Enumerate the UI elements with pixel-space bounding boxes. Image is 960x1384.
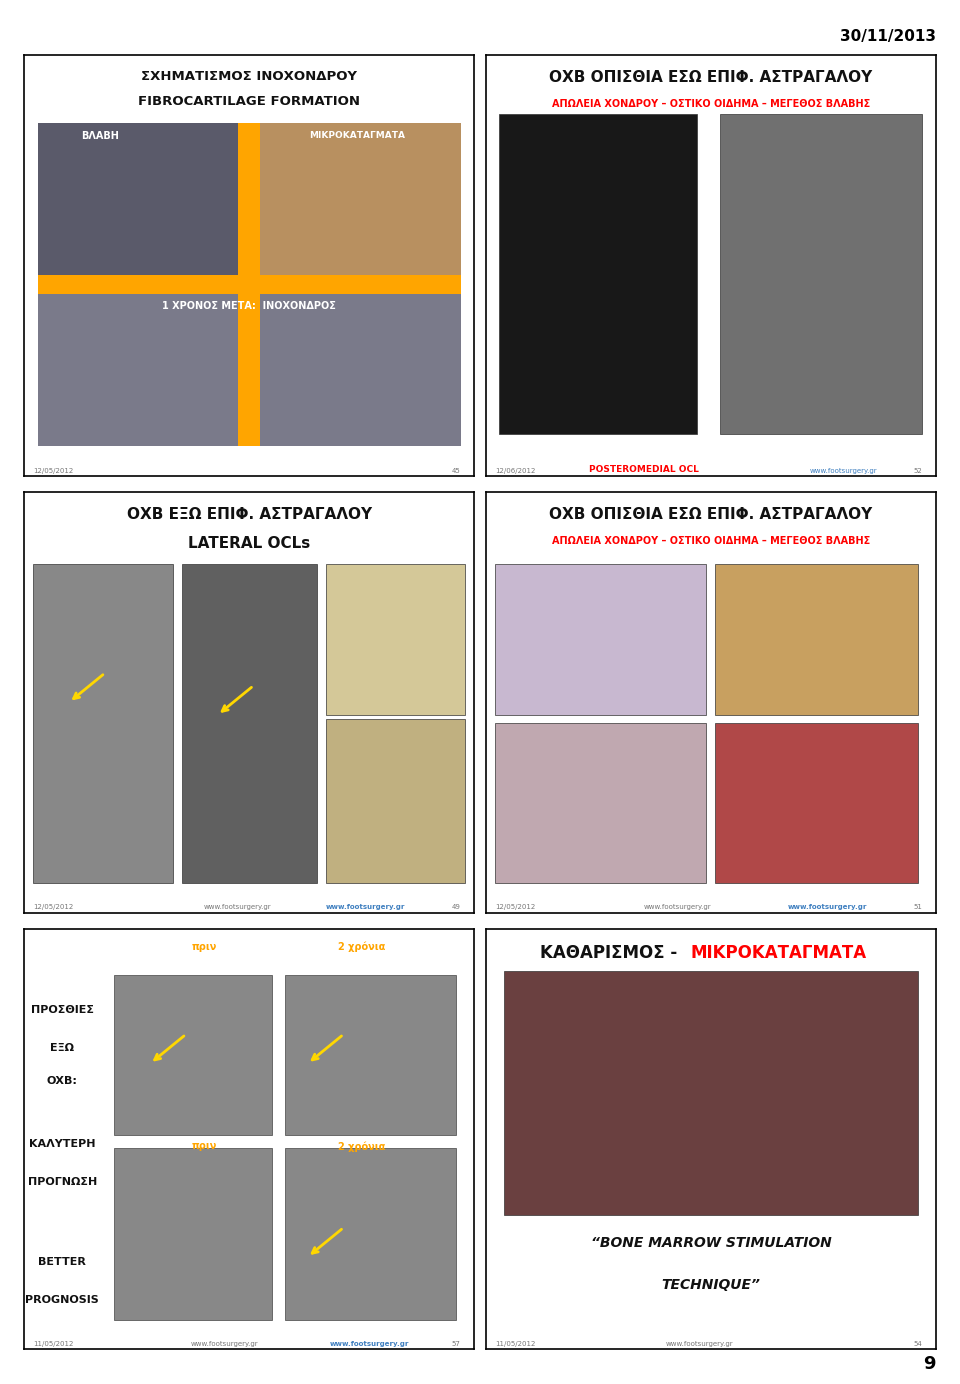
Text: 45: 45 — [452, 468, 461, 473]
Text: ΒΛΑΒΗ: ΒΛΑΒΗ — [82, 131, 119, 141]
Text: www.footsurgery.gr: www.footsurgery.gr — [787, 904, 867, 911]
Bar — [238, 123, 260, 446]
Bar — [114, 976, 272, 1135]
Text: www.footsurgery.gr: www.footsurgery.gr — [330, 1341, 410, 1347]
Text: ΜΙΚΡΟΚΑΤΑΓΜΑΤΑ: ΜΙΚΡΟΚΑΤΑΓΜΑΤΑ — [309, 131, 405, 140]
Text: ΑΠΩΛΕΙΑ ΧΟΝΔΡΟΥ – ΟΣΤΙΚΟ ΟΙΔΗΜΑ – ΜΕΓΕΘΟΣ ΒΛΑΒΗΣ: ΑΠΩΛΕΙΑ ΧΟΝΔΡΟΥ – ΟΣΤΙΚΟ ΟΙΔΗΜΑ – ΜΕΓΕΘΟ… — [552, 537, 870, 547]
Text: 12/05/2012: 12/05/2012 — [494, 904, 535, 911]
Text: 1 YEAR POSTOP: FIBROCARTILAGE: 1 YEAR POSTOP: FIBROCARTILAGE — [176, 465, 323, 473]
Text: www.footsurgery.gr: www.footsurgery.gr — [643, 904, 711, 911]
Bar — [504, 972, 918, 1215]
Bar — [253, 123, 461, 280]
Text: ΣΧΗΜΑΤΙΣΜΟΣ ΙΝΟΧΟΝΔΡΟΥ: ΣΧΗΜΑΤΙΣΜΟΣ ΙΝΟΧΟΝΔΡΟΥ — [141, 71, 357, 83]
Bar — [494, 563, 707, 716]
Bar — [37, 123, 245, 280]
Text: 54: 54 — [914, 1341, 923, 1347]
Text: πριν: πριν — [191, 941, 217, 952]
Text: πριν: πριν — [191, 1142, 217, 1151]
Text: POSTEROMEDIAL OCL: POSTEROMEDIAL OCL — [589, 465, 699, 473]
Bar — [114, 1147, 272, 1320]
Text: TECHNIQUE”: TECHNIQUE” — [661, 1277, 760, 1291]
Bar — [33, 563, 173, 883]
Bar — [494, 724, 707, 883]
Text: 12/05/2012: 12/05/2012 — [33, 904, 73, 911]
Text: 2 χρόνια: 2 χρόνια — [338, 941, 385, 952]
Text: ΑΠΩΛΕΙΑ ΧΟΝΔΡΟΥ – ΟΣΤΙΚΟ ΟΙΔΗΜΑ – ΜΕΓΕΘΟΣ ΒΛΑΒΗΣ: ΑΠΩΛΕΙΑ ΧΟΝΔΡΟΥ – ΟΣΤΙΚΟ ΟΙΔΗΜΑ – ΜΕΓΕΘΟ… — [552, 100, 870, 109]
Text: 11/05/2012: 11/05/2012 — [494, 1341, 535, 1347]
Text: ΟΧΒ ΟΠΙΣΘΙΑ ΕΣΩ ΕΠΙΦ. ΑΣΤΡΑΓΑΛΟΥ: ΟΧΒ ΟΠΙΣΘΙΑ ΕΣΩ ΕΠΙΦ. ΑΣΤΡΑΓΑΛΟΥ — [549, 71, 873, 84]
Text: www.footsurgery.gr: www.footsurgery.gr — [204, 904, 272, 911]
Bar — [37, 289, 461, 446]
Text: www.footsurgery.gr: www.footsurgery.gr — [666, 1341, 733, 1347]
Bar — [285, 976, 456, 1135]
Text: 51: 51 — [914, 904, 923, 911]
Text: ΠΡΟΣΘΙΕΣ: ΠΡΟΣΘΙΕΣ — [31, 1005, 94, 1014]
Bar — [285, 1147, 456, 1320]
Text: ΟΧΒ ΟΠΙΣΘΙΑ ΕΣΩ ΕΠΙΦ. ΑΣΤΡΑΓΑΛΟΥ: ΟΧΒ ΟΠΙΣΘΙΑ ΕΣΩ ΕΠΙΦ. ΑΣΤΡΑΓΑΛΟΥ — [549, 507, 873, 522]
Text: 2 χρόνια: 2 χρόνια — [338, 1142, 385, 1151]
Bar — [325, 563, 466, 716]
Text: ΕΞΩ: ΕΞΩ — [50, 1042, 74, 1053]
Text: ΠΡΟΓΝΩΣΗ: ΠΡΟΓΝΩΣΗ — [28, 1176, 97, 1187]
Text: www.footsurgery.gr: www.footsurgery.gr — [810, 468, 877, 473]
Text: FIBROCARTILAGE FORMATION: FIBROCARTILAGE FORMATION — [138, 95, 360, 108]
Bar — [715, 563, 918, 716]
Text: 57: 57 — [452, 1341, 461, 1347]
Bar — [499, 115, 697, 433]
Bar — [37, 275, 461, 293]
Text: ΚΑΘΑΡΙΣΜΟΣ -: ΚΑΘΑΡΙΣΜΟΣ - — [540, 944, 683, 962]
Text: 30/11/2013: 30/11/2013 — [840, 29, 936, 44]
Text: PROGNOSIS: PROGNOSIS — [25, 1295, 99, 1305]
Text: ΚΑΛΥΤΕΡΗ: ΚΑΛΥΤΕΡΗ — [29, 1139, 96, 1149]
Text: ΟΧΒ:: ΟΧΒ: — [47, 1077, 78, 1086]
Text: “BONE MARROW STIMULATION: “BONE MARROW STIMULATION — [590, 1236, 831, 1250]
Text: 12/05/2012: 12/05/2012 — [33, 468, 73, 473]
Text: 49: 49 — [452, 904, 461, 911]
Bar — [715, 724, 918, 883]
Text: www.footsurgery.gr: www.footsurgery.gr — [325, 904, 405, 911]
Bar — [325, 720, 466, 883]
Text: 11/05/2012: 11/05/2012 — [33, 1341, 73, 1347]
Text: 12/06/2012: 12/06/2012 — [494, 468, 535, 473]
Text: BETTER: BETTER — [38, 1257, 86, 1266]
Text: www.footsurgery.gr: www.footsurgery.gr — [191, 1341, 258, 1347]
Text: ΟΧΒ ΕΞΩ ΕΠΙΦ. ΑΣΤΡΑΓΑΛΟΥ: ΟΧΒ ΕΞΩ ΕΠΙΦ. ΑΣΤΡΑΓΑΛΟΥ — [127, 507, 372, 522]
Bar — [720, 115, 923, 433]
Bar — [181, 563, 317, 883]
Text: 9: 9 — [924, 1355, 936, 1373]
Text: ΜΙΚΡΟΚΑΤΑΓΜΑΤΑ: ΜΙΚΡΟΚΑΤΑΓΜΑΤΑ — [690, 944, 867, 962]
Text: 52: 52 — [914, 468, 923, 473]
Text: LATERAL OCLs: LATERAL OCLs — [188, 537, 310, 551]
Text: 1 ΧΡΟΝΟΣ ΜΕΤΑ:  ΙΝΟΧΟΝΔΡΟΣ: 1 ΧΡΟΝΟΣ ΜΕΤΑ: ΙΝΟΧΟΝΔΡΟΣ — [162, 302, 336, 311]
